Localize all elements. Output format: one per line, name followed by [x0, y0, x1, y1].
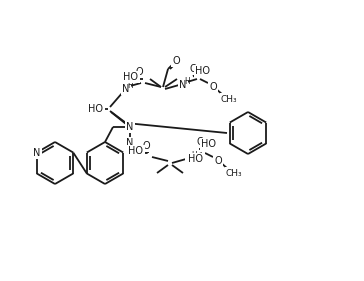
Text: N: N [179, 80, 187, 90]
Text: CH₃: CH₃ [221, 94, 237, 103]
Text: N: N [122, 84, 130, 94]
Text: O: O [189, 64, 197, 74]
Text: HO: HO [128, 146, 143, 156]
Text: O: O [196, 137, 204, 147]
Text: O: O [142, 141, 150, 151]
Text: HO: HO [189, 154, 203, 164]
Text: HO: HO [202, 139, 217, 149]
Text: O: O [214, 156, 222, 166]
Text: O: O [135, 67, 143, 77]
Text: HO: HO [88, 104, 103, 114]
Text: N: N [33, 148, 40, 157]
Text: H: H [184, 76, 190, 85]
Text: H: H [127, 81, 133, 90]
Text: N: N [186, 154, 194, 164]
Text: H: H [191, 151, 197, 160]
Text: HO: HO [123, 72, 138, 82]
Text: CH₃: CH₃ [226, 169, 242, 178]
Text: HO: HO [195, 66, 210, 76]
Text: N: N [126, 138, 134, 148]
Text: N: N [126, 122, 134, 132]
Text: O: O [209, 82, 217, 92]
Text: O: O [172, 56, 180, 66]
